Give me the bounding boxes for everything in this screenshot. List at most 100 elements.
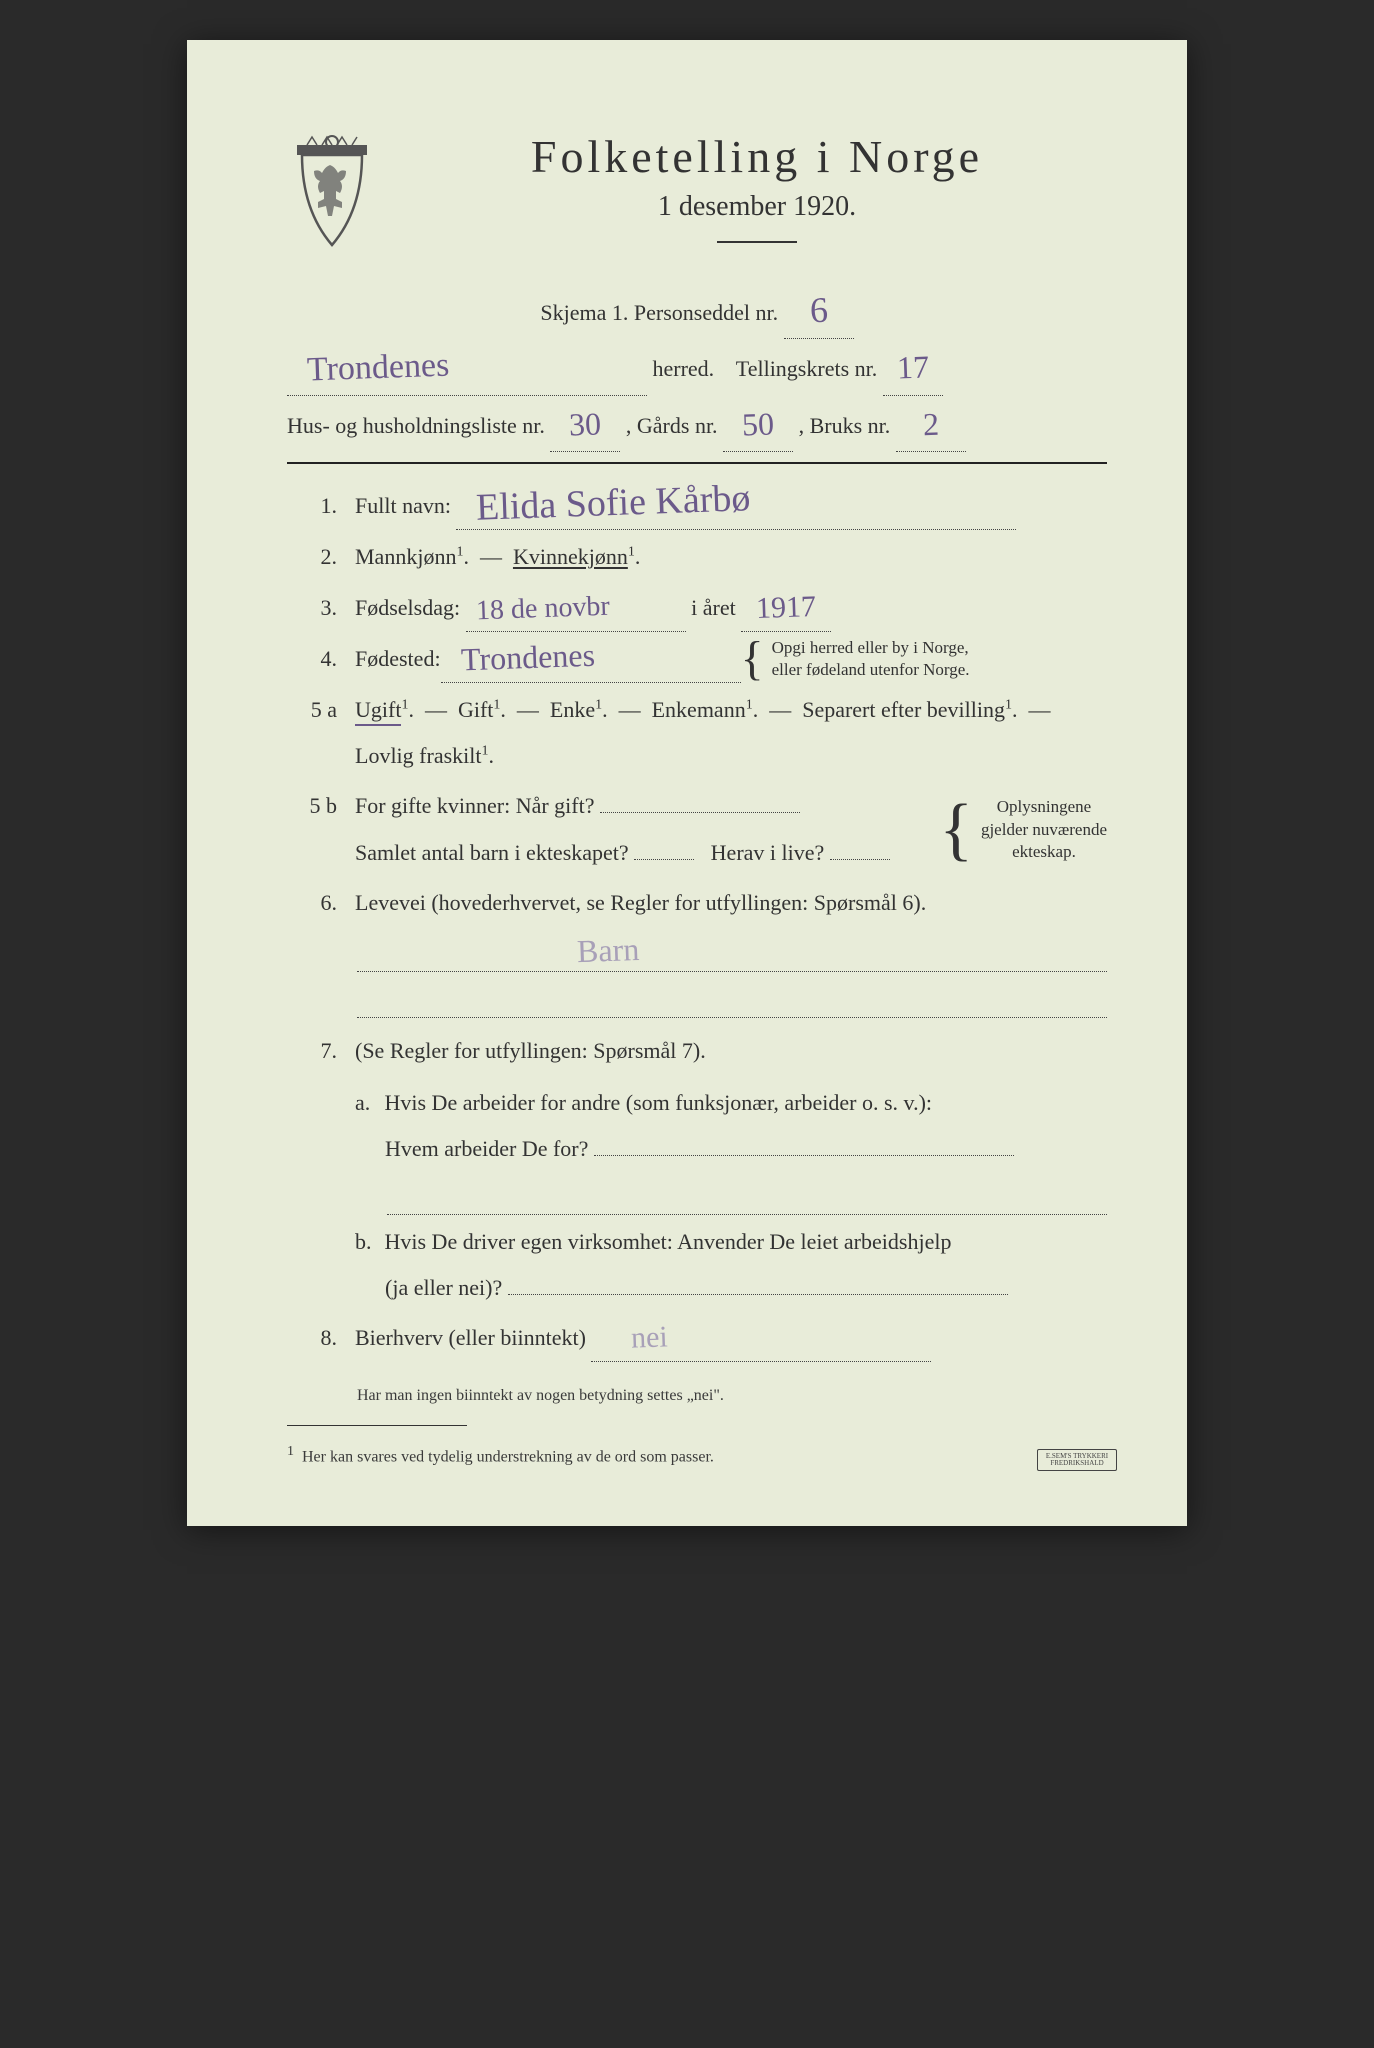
coat-of-arms-icon [287,130,377,250]
q2-kvinne: Kvinnekjønn [513,544,628,569]
gaards-field[interactable]: 50 [723,401,793,453]
q5a-separert: Separert efter bevilling [802,697,1005,722]
q2-body: Mannkjønn1. — Kvinnekjønn1. [355,534,1107,580]
subtitle: 1 desember 1920. [407,191,1107,223]
tellingskrets-field[interactable]: 17 [883,344,943,396]
footnote-rule [287,1425,467,1426]
q4-row: 4. Fødested: Trondenes { Opgi herred ell… [287,636,1107,683]
q6-body: Levevei (hovederhvervet, se Regler for u… [355,880,1107,926]
q6-value: Barn [576,933,639,967]
q1-row: 1. Fullt navn: Elida Sofie Kårbø [287,482,1107,530]
q4-note-line1: Opgi herred eller by i Norge, [772,638,969,657]
q7b-field[interactable] [508,1294,1008,1295]
q7a-text2: Hvem arbeider De for? [385,1136,588,1161]
q5b-note: Oplysningene gjelder nuværende ekteskap. [981,796,1107,862]
husliste-field[interactable]: 30 [550,401,620,453]
q5b-body: For gifte kvinner: Når gift? Samlet anta… [355,783,1107,875]
q4-label: Fødested: [355,636,441,682]
q3-year-label: i året [691,595,736,620]
q6-num: 6. [287,880,337,926]
q5b-gifte-label: For gifte kvinner: Når gift? [355,793,595,818]
footnote: 1 Her kan svares ved tydelig understrekn… [287,1444,1107,1466]
q7a-field-2[interactable] [387,1177,1107,1215]
q5b-herav-label: Herav i live? [711,840,825,865]
q5b-barn-field[interactable] [634,859,694,860]
q5a-row: 5 a Ugift1. — Gift1. — Enke1. — Enkemann… [287,687,1107,779]
q5a-ugift: Ugift [355,697,401,726]
q7b-text2: (ja eller nei)? [385,1275,502,1300]
personseddel-value: 6 [809,291,828,328]
footnote-num: 1 [287,1444,294,1459]
census-form-page: Folketelling i Norge 1 desember 1920. Sk… [187,40,1187,1526]
herred-row: Trondenes herred. Tellingskrets nr. 17 [287,344,1107,396]
q2-num: 2. [287,534,337,580]
q7-label: (Se Regler for utfyllingen: Spørsmål 7). [355,1038,706,1063]
q8-label: Bierhverv (eller biinntekt) [355,1325,586,1350]
q5a-gift: Gift [458,697,493,722]
main-title: Folketelling i Norge [407,130,1107,183]
q6-row: 6. Levevei (hovederhvervet, se Regler fo… [287,880,1107,926]
q2-mann: Mannkjønn [355,544,456,569]
bruks-field[interactable]: 2 [896,401,966,453]
q5a-body: Ugift1. — Gift1. — Enke1. — Enkemann1. —… [355,687,1107,779]
q7b-row: b. Hvis De driver egen virksomhet: Anven… [287,1219,1107,1311]
husliste-label: Hus- og husholdningsliste nr. [287,413,545,438]
q5a-enke: Enke [550,697,595,722]
q4-field[interactable]: Trondenes [441,636,741,683]
bruks-label: , Bruks nr. [799,413,891,438]
tellingskrets-value: 17 [896,351,929,384]
q5a-fraskilt: Lovlig fraskilt [355,743,481,768]
section-rule [287,462,1107,464]
header: Folketelling i Norge 1 desember 1920. [287,130,1107,268]
printer-mark: E.SEM'S TRYKKERI FREDRIKSHALD [1037,1449,1117,1471]
q7a-label: a. [355,1080,379,1126]
schema-label: Skjema 1. Personseddel nr. [540,300,778,325]
q8-num: 8. [287,1315,337,1361]
herred-value: Trondenes [306,349,449,388]
q1-body: Fullt navn: Elida Sofie Kårbø [355,482,1107,530]
q4-brace-icon: { [741,640,764,678]
gaards-label: , Gårds nr. [626,413,718,438]
q2-sup2: 1 [628,545,635,560]
q4-note-line2: eller fødeland utenfor Norge. [772,660,970,679]
q5b-num: 5 b [287,783,337,829]
personseddel-field[interactable]: 6 [784,288,854,340]
q3-body: Fødselsdag: 18 de novbr i året 1917 [355,585,1107,632]
q3-num: 3. [287,585,337,631]
q5b-barn-label: Samlet antal barn i ekteskapet? [355,840,629,865]
q1-value: Elida Sofie Kårbø [476,480,752,528]
q7-row: 7. (Se Regler for utfyllingen: Spørsmål … [287,1028,1107,1173]
q3-day-field[interactable]: 18 de novbr [466,585,686,632]
q7a-text1: Hvis De arbeider for andre (som funksjon… [385,1090,933,1115]
q2-sup1: 1 [456,545,463,560]
q4-value: Trondenes [460,639,595,676]
q4-num: 4. [287,636,337,682]
footnote-text: Her kan svares ved tydelig understreknin… [302,1448,714,1465]
q5b-note-line2: gjelder nuværende [981,820,1107,839]
q3-label: Fødselsdag: [355,595,460,620]
herred-field[interactable]: Trondenes [287,344,647,396]
q3-year-field[interactable]: 1917 [741,585,831,632]
q4-note: Opgi herred eller by i Norge, eller føde… [772,637,970,681]
q5b-gift-field[interactable] [600,812,800,813]
q8-field[interactable]: nei [591,1315,931,1362]
q5a-num: 5 a [287,687,337,733]
q7-num: 7. [287,1028,337,1074]
gaards-value: 50 [742,407,775,440]
q7b-text1: Hvis De driver egen virksomhet: Anvender… [385,1229,952,1254]
q7a-field[interactable] [594,1155,1014,1156]
q7b-label: b. [355,1219,379,1265]
title-rule [717,241,797,243]
q8-value: nei [631,1322,669,1353]
title-block: Folketelling i Norge 1 desember 1920. [407,130,1107,268]
q6-field-1[interactable]: Barn [357,932,1107,972]
q6-field-2[interactable] [357,978,1107,1018]
q5b-note-line3: ekteskap. [1012,842,1076,861]
q5a-enkemann: Enkemann [652,697,746,722]
q8-row: 8. Bierhverv (eller biinntekt) nei [287,1315,1107,1362]
q1-label: Fullt navn: [355,493,451,518]
q1-field[interactable]: Elida Sofie Kårbø [456,482,1016,530]
q5b-herav-field[interactable] [830,859,890,860]
q8-body: Bierhverv (eller biinntekt) nei [355,1315,1107,1362]
q7-body: (Se Regler for utfyllingen: Spørsmål 7).… [355,1028,1107,1173]
